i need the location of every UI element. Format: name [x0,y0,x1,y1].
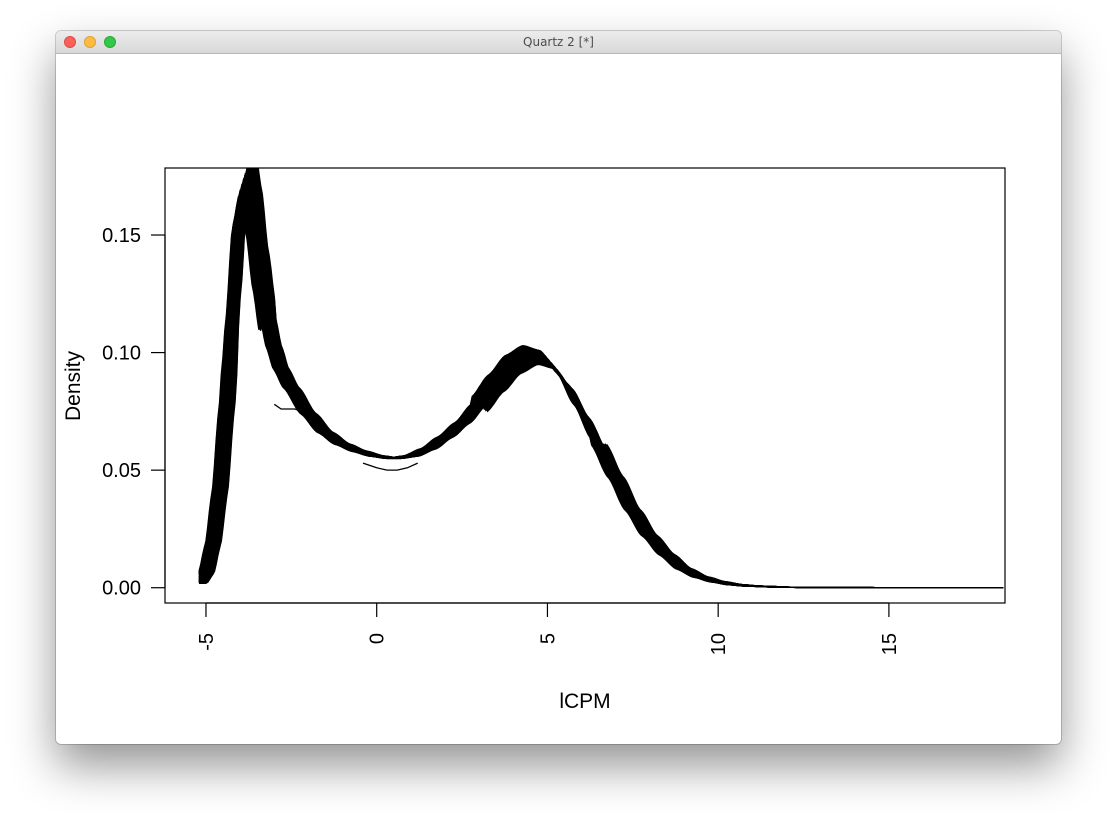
density-line-5 [198,191,1004,589]
density-line-49 [199,168,1004,589]
density-line-54 [199,168,1004,589]
close-window-button[interactable] [64,36,76,48]
density-line-17 [198,180,1004,589]
x-tick-label: 10 [708,633,730,655]
density-line-40 [199,168,1004,589]
density-line-19 [198,177,1004,589]
density-line-9 [198,187,1004,589]
density-line-26 [198,172,1004,589]
y-tick-label: 0.10 [102,343,141,365]
density-line-60 [199,168,1004,589]
density-line-12 [198,183,1004,589]
density-line-23 [198,173,1004,589]
density-line-16 [198,180,1004,589]
density-line-53 [199,168,1004,589]
density-line-52 [199,168,1004,589]
x-tick-label: 15 [879,633,901,655]
density-line-44 [199,168,1004,589]
density-line-4 [198,191,1004,589]
density-line-47 [199,168,1004,589]
density-line-51 [199,168,1004,589]
density-curves [198,168,1004,589]
x-tick-label: -5 [196,633,218,651]
x-tick-label: 5 [537,633,559,644]
density-line-58 [199,168,1004,589]
density-line-28 [198,172,1004,589]
y-axis: 0.00 0.05 0.10 0.15 [102,225,166,600]
x-axis: -5 0 5 10 15 [196,602,901,655]
density-line-33 [198,168,1004,589]
x-axis-label: lCPM [559,690,610,713]
y-tick-label: 0.00 [102,578,141,600]
density-line-37 [199,168,1004,589]
density-line-18 [198,180,1004,589]
zoom-window-button[interactable] [104,36,116,48]
density-line-11 [198,185,1004,589]
density-line-30 [198,169,1004,589]
density-line-34 [198,168,1004,589]
quartz-window: Quartz 2 [*] -5 0 5 10 15 0.00 0.05 0.10 0.15 l… [56,31,1061,744]
density-line-31 [198,168,1004,589]
density-line-13 [198,183,1004,589]
x-tick-label: 0 [367,633,389,644]
density-line-27 [198,173,1004,589]
density-line-46 [199,168,1004,589]
outlier-line-1 [273,403,302,413]
density-line-56 [199,168,1004,589]
density-line-36 [199,168,1004,589]
density-line-43 [199,168,1004,589]
density-line-35 [198,168,1004,589]
density-line-57 [199,168,1004,589]
y-axis-label: Density [62,350,85,421]
density-line-7 [198,189,1004,589]
density-line-45 [199,168,1004,589]
density-line-50 [199,168,1004,589]
density-line-3 [198,191,1004,589]
density-line-42 [199,168,1004,589]
density-line-6 [198,188,1004,589]
density-line-32 [198,168,1004,589]
density-line-14 [198,184,1004,589]
density-line-55 [199,168,1004,589]
density-line-24 [198,174,1004,589]
title-bar[interactable]: Quartz 2 [*] [56,31,1061,54]
density-line-20 [198,178,1004,589]
y-tick-label: 0.05 [102,460,141,482]
density-line-48 [199,168,1004,589]
minimize-window-button[interactable] [84,36,96,48]
density-line-39 [199,168,1004,589]
density-line-10 [198,184,1004,589]
density-chart: -5 0 5 10 15 0.00 0.05 0.10 0.15 lCPM Density [62,167,1006,713]
density-line-8 [198,190,1004,589]
density-line-22 [198,176,1004,589]
window-title: Quartz 2 [*] [523,35,594,49]
density-line-1 [198,196,1004,589]
density-line-29 [198,169,1004,589]
plot-canvas: -5 0 5 10 15 0.00 0.05 0.10 0.15 lCPM Density [56,53,1061,744]
density-line-38 [199,168,1004,589]
density-line-59 [199,168,1004,589]
density-line-15 [198,183,1004,589]
outlier-line-2 [362,462,418,471]
density-line-41 [199,168,1004,589]
y-tick-label: 0.15 [102,225,141,247]
density-line-21 [198,179,1004,589]
density-line-2 [198,194,1004,589]
density-line-25 [198,174,1004,589]
